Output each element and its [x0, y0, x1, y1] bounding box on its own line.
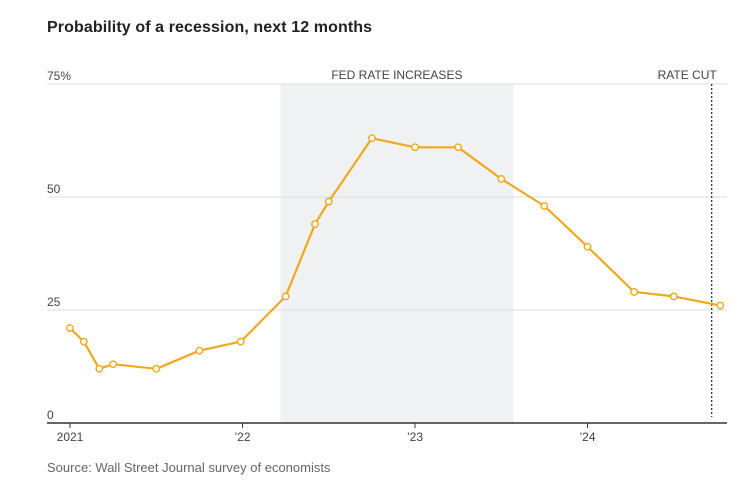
shaded-period-label: FED RATE INCREASES: [331, 68, 462, 82]
annotation-layer: RATE CUT: [658, 68, 718, 417]
series-layer: [66, 134, 725, 373]
data-point: [195, 346, 204, 355]
data-point: [716, 301, 725, 310]
data-point: [630, 288, 638, 296]
grid-layer: [47, 83, 727, 311]
data-point: [236, 337, 245, 346]
data-point: [583, 242, 592, 251]
y-tick-labels: 75% 50 25 0: [47, 69, 71, 422]
data-point: [109, 360, 118, 369]
y-tick-label: 25: [47, 295, 61, 309]
data-point: [324, 197, 333, 206]
y-tick-label: 0: [47, 408, 54, 422]
y-tick-label: 50: [47, 182, 61, 196]
x-axis: 2021 ’22 ’23 ’24: [47, 422, 727, 444]
rate-cut-label: RATE CUT: [658, 68, 718, 82]
data-point: [152, 364, 161, 373]
y-tick-label: 75%: [47, 69, 71, 83]
x-tick-label: 2021: [57, 430, 84, 444]
data-point: [95, 364, 104, 373]
data-point: [497, 175, 506, 183]
data-point: [669, 292, 678, 301]
x-tick-label: ’23: [407, 430, 423, 444]
x-tick-label: ’22: [234, 430, 250, 444]
data-point: [281, 292, 290, 301]
data-point: [367, 134, 376, 143]
source-note: Source: Wall Street Journal survey of ec…: [47, 460, 331, 475]
data-point: [311, 220, 319, 229]
data-point: [540, 202, 549, 210]
shaded-period-0: [280, 84, 514, 423]
data-point: [411, 143, 419, 152]
data-point: [66, 324, 74, 332]
shade-layer: FED RATE INCREASES: [280, 68, 514, 423]
data-point: [454, 143, 463, 152]
data-point: [79, 337, 88, 346]
chart-title: Probability of a recession, next 12 mont…: [47, 19, 373, 36]
x-tick-label: ’24: [579, 430, 595, 444]
